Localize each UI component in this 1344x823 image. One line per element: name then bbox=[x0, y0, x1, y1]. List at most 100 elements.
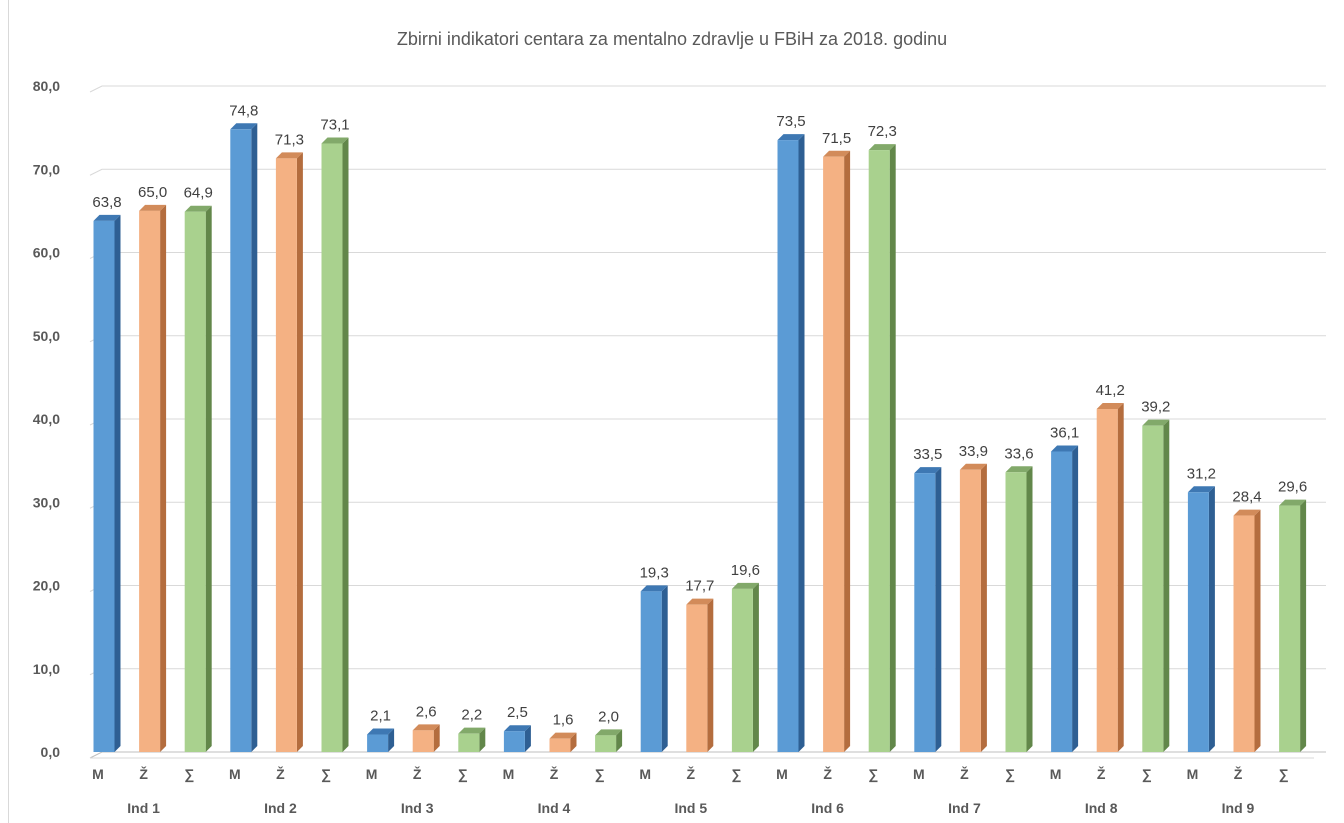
data-label: 19,6 bbox=[731, 562, 760, 579]
bar bbox=[731, 588, 753, 752]
data-label: 33,6 bbox=[1004, 445, 1033, 462]
data-label: 64,9 bbox=[184, 185, 213, 202]
data-labels: 63,8 65,0 64,9 74,8 71,3 73,1 2,1 2,6 2,2 2,5 1,6 2… bbox=[92, 102, 1307, 728]
bar bbox=[868, 150, 890, 753]
x-group-label: Ind 9 bbox=[1222, 800, 1255, 816]
bar-side bbox=[433, 724, 440, 752]
bar-side bbox=[935, 467, 942, 752]
data-label: 29,6 bbox=[1278, 479, 1307, 496]
data-label: 17,7 bbox=[685, 578, 714, 595]
bar-top bbox=[1233, 509, 1261, 516]
bar-side bbox=[1072, 445, 1079, 752]
x-category-label: Ž bbox=[960, 765, 969, 782]
bar-side bbox=[1208, 486, 1215, 752]
bar-top bbox=[959, 463, 987, 470]
data-label: 71,5 bbox=[822, 130, 851, 147]
bar-side bbox=[388, 728, 395, 752]
y-axis-ticks: 0,0 10,0 20,0 30,0 40,0 50,0 60,0 70,0 80,0 bbox=[33, 78, 60, 760]
y-tick-label: 20,0 bbox=[33, 578, 60, 594]
x-category-label: M bbox=[1187, 766, 1199, 782]
bar-top bbox=[823, 150, 851, 157]
y-tick-label: 40,0 bbox=[33, 411, 60, 427]
gridline bbox=[89, 252, 1326, 259]
bar-side bbox=[1163, 419, 1170, 752]
bar-side bbox=[752, 582, 759, 752]
bar-side bbox=[114, 214, 121, 753]
gridline bbox=[89, 85, 1326, 93]
data-label: 19,3 bbox=[640, 564, 669, 581]
bar-top bbox=[230, 123, 258, 130]
x-axis-categories: M Ž ∑ M Ž ∑ M Ž ∑ M Ž ∑ M Ž ∑ M Ž ∑ M Ž ∑ M Ž ∑ M Ž ∑ bbox=[92, 765, 1288, 783]
data-label: 63,8 bbox=[92, 194, 121, 211]
x-group-label: Ind 6 bbox=[811, 800, 844, 816]
bar-top bbox=[367, 728, 395, 735]
bar-top bbox=[686, 598, 714, 605]
bar bbox=[458, 733, 480, 752]
x-category-label: ∑ bbox=[1142, 766, 1152, 783]
bar-top bbox=[139, 204, 167, 211]
bar bbox=[823, 156, 845, 752]
chart-title: Zbirni indikatori centara za mentalno zd… bbox=[397, 29, 947, 49]
bar bbox=[1142, 425, 1164, 752]
bar bbox=[230, 129, 252, 753]
bar-side bbox=[479, 727, 486, 752]
data-label: 72,3 bbox=[868, 123, 897, 140]
x-category-label: Ž bbox=[1097, 765, 1106, 782]
x-axis-groups: Ind 1 Ind 2 Ind 3 Ind 4 Ind 5 Ind 6 Ind 7 Ind 8… bbox=[127, 800, 1254, 816]
x-category-label: Ž bbox=[139, 765, 148, 782]
gridline bbox=[89, 335, 1326, 343]
gridline bbox=[89, 501, 1326, 509]
bar-side bbox=[205, 205, 212, 752]
bar bbox=[640, 591, 662, 752]
bar-side bbox=[1026, 466, 1033, 752]
bar-top bbox=[914, 467, 942, 474]
data-label: 2,5 bbox=[507, 704, 528, 721]
x-category-label: ∑ bbox=[458, 766, 468, 783]
y-tick-label: 50,0 bbox=[33, 328, 60, 344]
bar bbox=[1005, 472, 1027, 752]
x-category-label: ∑ bbox=[1279, 766, 1289, 783]
bar bbox=[595, 735, 617, 752]
bar bbox=[503, 731, 525, 752]
x-category-label: M bbox=[366, 766, 378, 782]
x-category-label: ∑ bbox=[1005, 766, 1015, 783]
bar-top bbox=[868, 144, 896, 151]
bar-side bbox=[889, 144, 896, 753]
data-label: 2,6 bbox=[416, 703, 437, 720]
data-label: 74,8 bbox=[229, 102, 258, 119]
bar-top bbox=[321, 137, 349, 144]
bar bbox=[1187, 492, 1209, 752]
data-label: 28,4 bbox=[1232, 489, 1261, 506]
bar-top bbox=[458, 727, 486, 734]
bar bbox=[184, 211, 206, 752]
data-label: 2,2 bbox=[461, 707, 482, 724]
bar-side bbox=[798, 134, 805, 753]
x-category-label: M bbox=[229, 766, 241, 782]
data-label: 73,1 bbox=[320, 116, 349, 133]
bar-side bbox=[980, 463, 987, 752]
y-tick-label: 70,0 bbox=[33, 161, 60, 177]
bar-side bbox=[296, 152, 303, 753]
bar-side bbox=[844, 150, 851, 752]
x-category-label: ∑ bbox=[321, 766, 331, 783]
x-category-label: M bbox=[776, 766, 788, 782]
bar-top bbox=[731, 582, 759, 589]
x-category-label: M bbox=[503, 766, 515, 782]
bar-top bbox=[549, 732, 577, 739]
data-label: 1,6 bbox=[553, 712, 574, 729]
bar bbox=[93, 220, 115, 753]
y-tick-label: 30,0 bbox=[33, 494, 60, 510]
bar-top bbox=[412, 724, 440, 731]
x-category-label: M bbox=[639, 766, 651, 782]
bar bbox=[367, 734, 389, 752]
bar-side bbox=[661, 585, 668, 752]
bar-side bbox=[1117, 403, 1124, 752]
bar-top bbox=[1051, 445, 1079, 452]
bar-side bbox=[342, 137, 349, 752]
bar-top bbox=[1187, 486, 1215, 493]
data-label: 31,2 bbox=[1187, 465, 1216, 482]
bar-side bbox=[616, 729, 623, 752]
bar bbox=[1279, 505, 1301, 752]
x-category-label: Ž bbox=[413, 765, 422, 782]
